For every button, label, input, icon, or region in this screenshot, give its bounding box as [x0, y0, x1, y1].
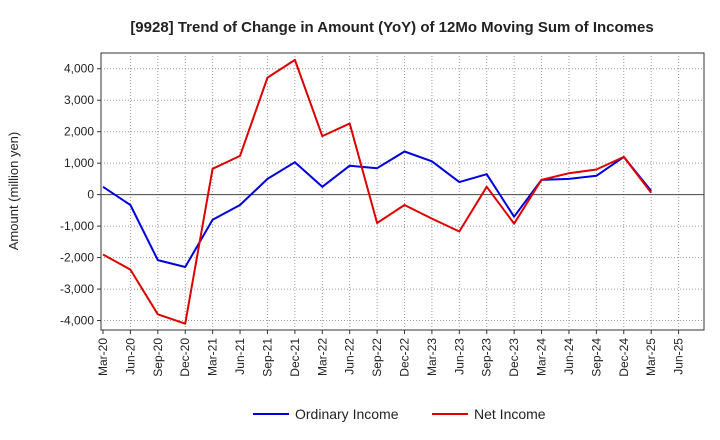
x-tick-label: Sep-21: [260, 338, 274, 377]
series-line-net-income: [102, 58, 652, 325]
x-tick-label: Dec-21: [288, 338, 302, 377]
x-tick-label: Mar-20: [96, 338, 110, 376]
x-tick-label: Jun-21: [233, 338, 247, 375]
x-tick-label: Sep-24: [589, 338, 603, 377]
x-tick-label: Jun-25: [672, 338, 686, 375]
y-tick-label: 3,000: [64, 93, 94, 107]
x-tick-label: Dec-23: [507, 338, 521, 377]
y-axis-label: Amount (million yen): [6, 132, 21, 251]
y-tick-label: 0: [87, 188, 94, 202]
legend: Ordinary Income Net Income: [253, 406, 546, 422]
x-tick-label: Jun-23: [452, 338, 466, 375]
x-tick-label: Mar-23: [425, 338, 439, 376]
y-tick-label: -3,000: [60, 282, 94, 296]
plot-frame: [100, 52, 705, 331]
series-group: [102, 58, 652, 325]
x-tick-label: Jun-22: [343, 338, 357, 375]
x-tick-label: Jun-20: [123, 338, 137, 375]
y-tick-label: -4,000: [60, 314, 94, 328]
grid: [101, 53, 704, 330]
y-ticks: -4,000 -3,000 -2,000 -1,000 0 1,000 2,000 3,000…: [60, 62, 101, 328]
x-tick-label: Dec-20: [178, 338, 192, 377]
y-tick-label: 2,000: [64, 125, 94, 139]
y-tick-label: -1,000: [60, 219, 94, 233]
legend-label: Net Income: [474, 406, 546, 422]
x-tick-label: Mar-25: [644, 338, 658, 376]
y-tick-label: 4,000: [64, 62, 94, 76]
chart-title: [9928] Trend of Change in Amount (YoY) o…: [130, 19, 653, 36]
x-tick-label: Sep-22: [370, 338, 384, 377]
x-ticks: Mar-20 Jun-20 Sep-20 Dec-20 Mar-21 Jun-21 Sep-…: [96, 330, 686, 377]
x-tick-label: Mar-24: [535, 338, 549, 376]
series-line-ordinary-income: [102, 150, 652, 268]
y-tick-label: 1,000: [64, 156, 94, 170]
y-tick-label: -2,000: [60, 251, 94, 265]
x-tick-label: Mar-21: [206, 338, 220, 376]
x-tick-label: Mar-22: [315, 338, 329, 376]
x-tick-label: Dec-24: [617, 338, 631, 377]
legend-label: Ordinary Income: [295, 406, 399, 422]
x-tick-label: Sep-23: [480, 338, 494, 377]
x-tick-label: Sep-20: [151, 338, 165, 377]
x-tick-label: Jun-24: [562, 338, 576, 375]
x-tick-label: Dec-22: [398, 338, 412, 377]
